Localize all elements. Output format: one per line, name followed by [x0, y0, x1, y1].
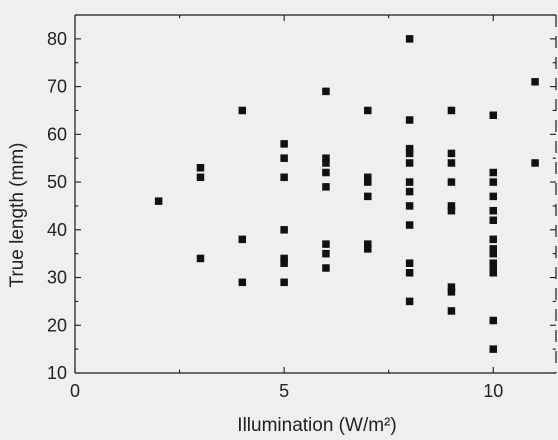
x-tick-label: 0 — [70, 381, 80, 401]
data-point — [364, 192, 372, 201]
data-point — [489, 111, 498, 119]
data-point — [405, 221, 414, 229]
data-point — [447, 159, 456, 167]
data-point — [238, 106, 247, 115]
data-point — [280, 254, 288, 263]
data-point — [447, 178, 456, 186]
data-point — [447, 106, 456, 115]
y-tick-label: 10 — [47, 363, 67, 383]
y-tick-label: 60 — [47, 124, 67, 144]
data-point — [322, 168, 330, 177]
data-point — [489, 316, 498, 325]
data-point — [280, 259, 288, 267]
data-point — [238, 278, 247, 287]
data-point — [238, 235, 247, 244]
data-point — [364, 173, 372, 182]
data-points — [154, 35, 539, 353]
data-point — [489, 264, 498, 272]
data-point — [447, 307, 456, 315]
data-point — [405, 35, 414, 43]
data-point — [405, 202, 414, 210]
data-point — [447, 288, 456, 296]
data-point — [489, 245, 498, 253]
data-point — [364, 106, 372, 115]
y-tick-label: 80 — [47, 29, 67, 49]
data-point — [280, 154, 288, 162]
data-point — [154, 197, 163, 205]
data-point — [322, 183, 330, 191]
y-tick-label: 30 — [47, 268, 67, 288]
data-point — [489, 216, 498, 225]
data-point — [322, 264, 330, 272]
data-point — [489, 178, 498, 186]
y-axis-title: True length (mm) — [7, 143, 28, 288]
data-point — [489, 269, 498, 277]
data-point — [322, 240, 330, 248]
y-tick-label: 20 — [47, 315, 67, 335]
x-tick-label: 10 — [483, 381, 503, 401]
data-point — [196, 173, 205, 182]
data-point — [447, 149, 456, 158]
data-point — [405, 144, 414, 153]
data-point — [489, 168, 498, 177]
data-point — [489, 206, 498, 215]
data-point — [489, 259, 498, 267]
y-tick-label: 50 — [47, 172, 67, 192]
data-point — [322, 159, 330, 167]
data-point — [531, 159, 539, 167]
x-axis-title: Illumination (W/m²) — [237, 415, 396, 436]
data-point — [405, 297, 414, 306]
data-point — [405, 259, 414, 267]
data-point — [405, 187, 414, 196]
data-point — [405, 269, 414, 277]
data-point — [405, 116, 414, 124]
data-point — [405, 159, 414, 167]
data-point — [280, 140, 288, 148]
data-point — [280, 278, 288, 287]
data-point — [364, 245, 372, 253]
x-axis-ticks: 0 5 10 — [70, 15, 503, 401]
y-tick-label: 40 — [47, 220, 67, 240]
data-point — [489, 192, 498, 201]
data-point — [322, 87, 330, 96]
data-point — [280, 226, 288, 234]
data-point — [196, 254, 205, 263]
data-point — [531, 78, 539, 86]
data-point — [489, 249, 498, 258]
data-point — [447, 202, 456, 210]
data-point — [489, 345, 498, 353]
data-point — [489, 235, 498, 244]
data-point — [196, 163, 205, 172]
x-tick-label: 5 — [279, 381, 289, 401]
plot-frame — [74, 14, 557, 374]
data-point — [322, 249, 330, 258]
data-point — [280, 173, 288, 182]
y-tick-label: 70 — [47, 77, 67, 97]
data-point — [405, 149, 414, 158]
data-point — [447, 206, 456, 215]
data-point — [364, 240, 372, 248]
data-point — [322, 154, 330, 162]
y-axis-ticks: 10 20 30 40 50 60 70 80 — [47, 14, 556, 383]
data-point — [364, 178, 372, 186]
data-point — [447, 283, 456, 291]
data-point — [405, 178, 414, 186]
